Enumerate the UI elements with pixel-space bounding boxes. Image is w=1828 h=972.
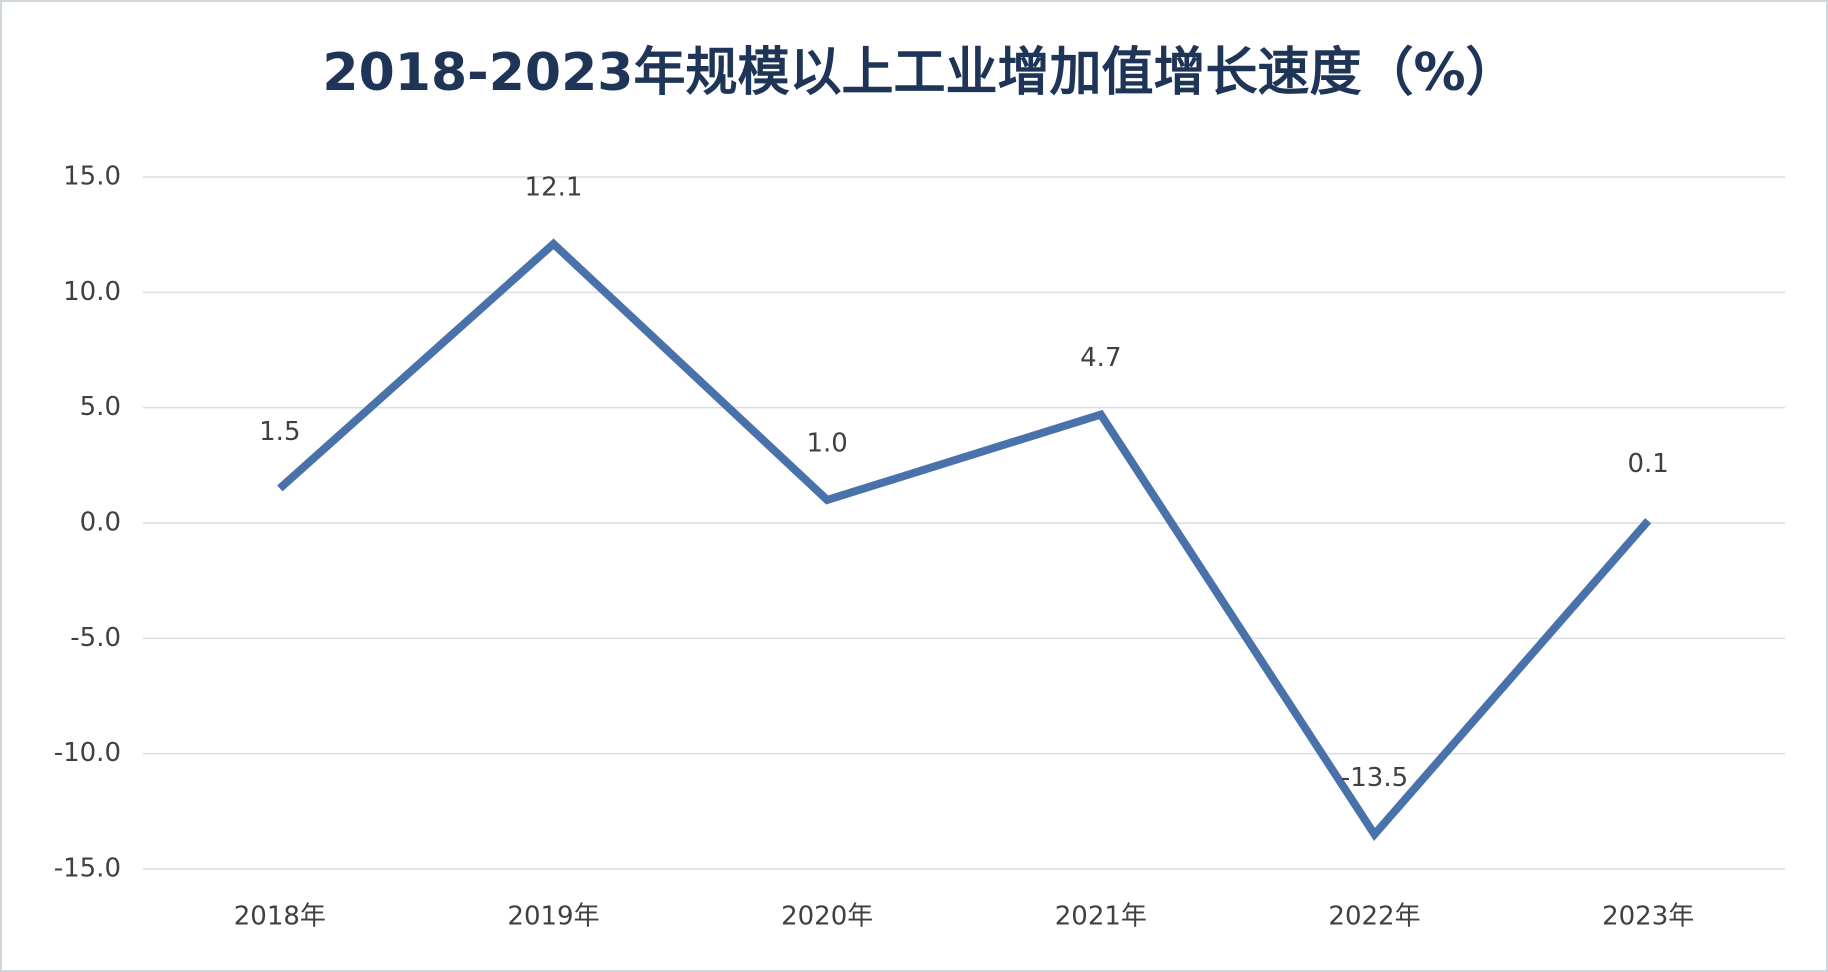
y-tick-label: -10.0 [54,738,121,768]
data-label: -13.5 [1341,763,1408,793]
x-tick-label: 2018年 [234,902,326,932]
y-tick-label: -5.0 [70,623,121,653]
y-tick-label: 5.0 [80,392,121,422]
x-tick-label: 2019年 [507,902,599,932]
data-label: 0.1 [1627,449,1668,479]
x-tick-label: 2021年 [1055,902,1147,932]
x-tick-label: 2022年 [1328,902,1420,932]
y-tick-label: 0.0 [80,508,121,538]
x-tick-label: 2023年 [1602,902,1694,932]
y-tick-label: 15.0 [63,162,121,192]
y-tick-label: -15.0 [54,854,121,884]
data-label: 1.0 [806,428,847,458]
data-label: 4.7 [1080,343,1121,373]
line-series [277,238,1652,842]
data-label: 12.1 [525,172,583,202]
x-tick-label: 2020年 [781,902,873,932]
y-tick-label: 10.0 [63,277,121,307]
chart-title: 2018-2023年规模以上工业增加值增长速度（%） [322,43,1517,103]
data-label: 1.5 [259,417,300,447]
